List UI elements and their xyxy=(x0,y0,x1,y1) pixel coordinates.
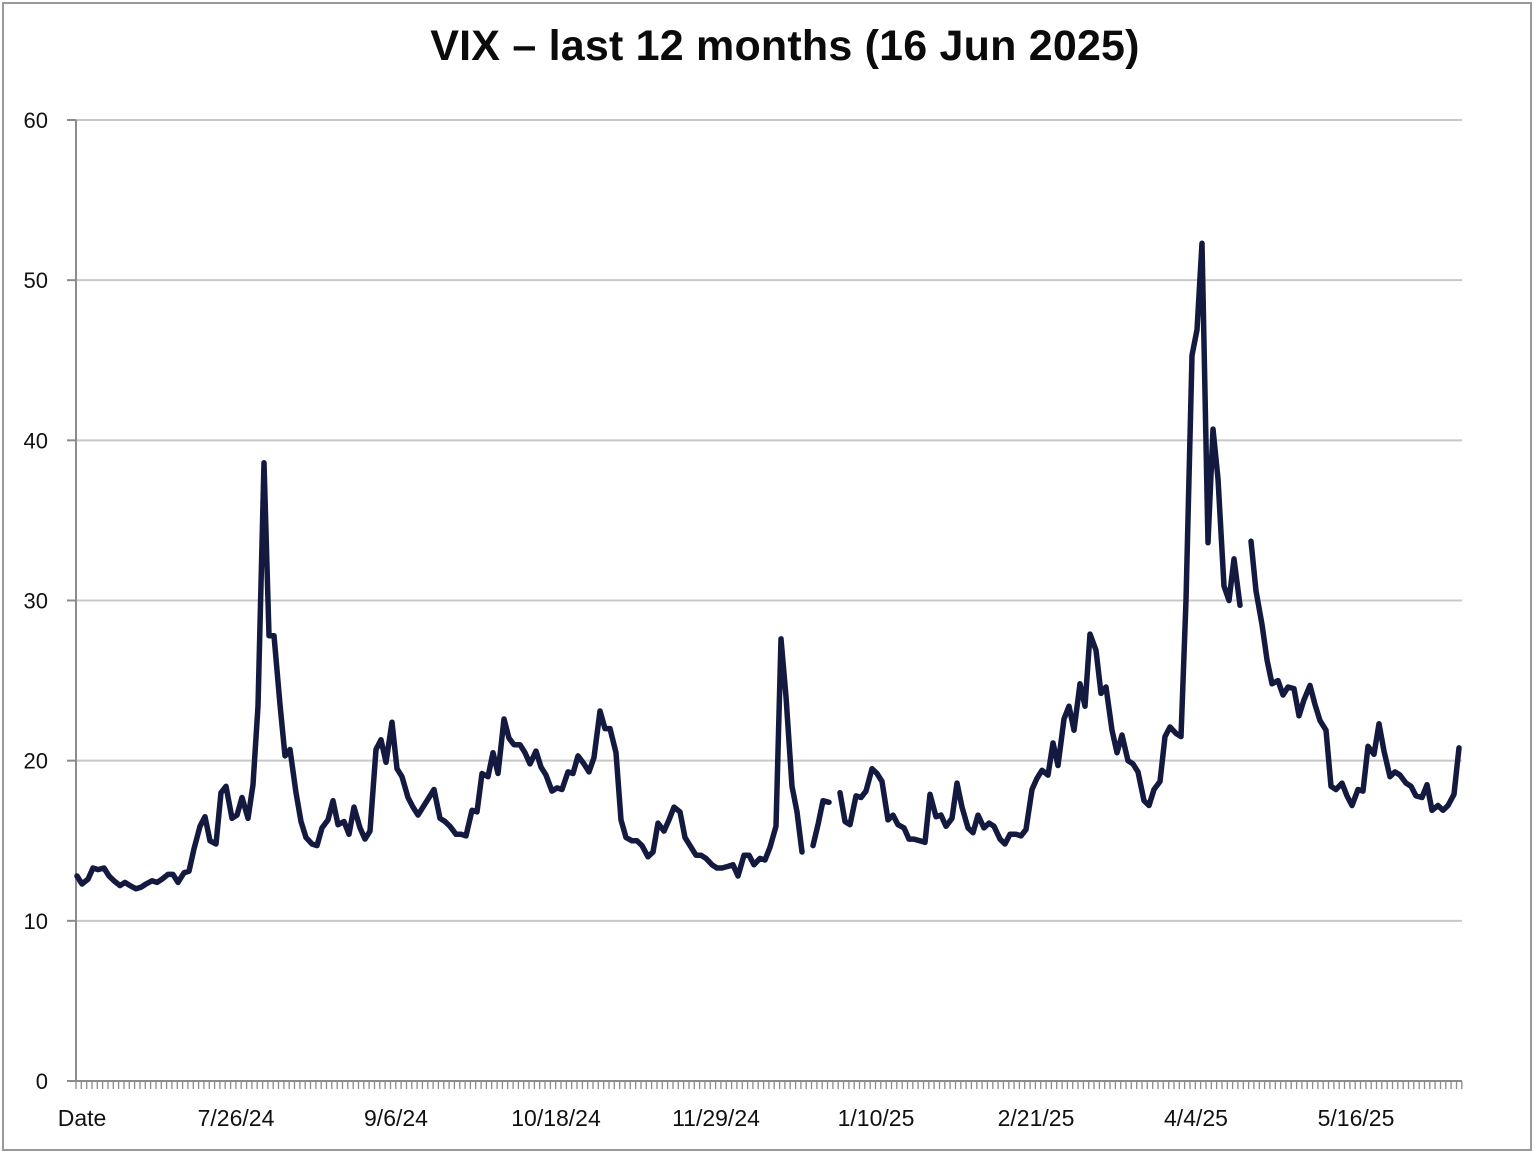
x-tick-label: 4/4/25 xyxy=(1164,1105,1228,1131)
gridlines xyxy=(76,119,1462,922)
x-tick-label: 2/21/25 xyxy=(998,1105,1075,1131)
y-tick-label: 50 xyxy=(24,268,48,293)
chart-title: VIX – last 12 months (16 Jun 2025) xyxy=(430,22,1140,70)
y-tick-label: 40 xyxy=(24,428,48,453)
vix-line xyxy=(74,240,1462,892)
y-tick-label: 60 xyxy=(24,108,48,133)
x-tick-marks xyxy=(75,1081,1463,1089)
y-axis: 0 10 20 30 40 50 60 xyxy=(24,108,77,1094)
x-tick-label: 10/18/24 xyxy=(511,1105,601,1131)
y-tick-label: 30 xyxy=(24,589,48,614)
y-tick-label: 20 xyxy=(24,749,48,774)
x-tick-label: Date xyxy=(58,1105,107,1131)
y-tick-label: 0 xyxy=(36,1069,48,1094)
x-tick-label: 1/10/25 xyxy=(838,1105,915,1131)
x-tick-label: 5/16/25 xyxy=(1318,1105,1395,1131)
x-tick-label: 7/26/24 xyxy=(198,1105,275,1131)
x-tick-label: 9/6/24 xyxy=(364,1105,428,1131)
y-tick-label: 10 xyxy=(24,909,48,934)
x-tick-label: 11/29/24 xyxy=(672,1105,760,1131)
vix-series xyxy=(74,240,1462,892)
x-axis: Date 7/26/24 9/6/24 10/18/24 11/29/24 1/10/25… xyxy=(58,1080,1463,1131)
